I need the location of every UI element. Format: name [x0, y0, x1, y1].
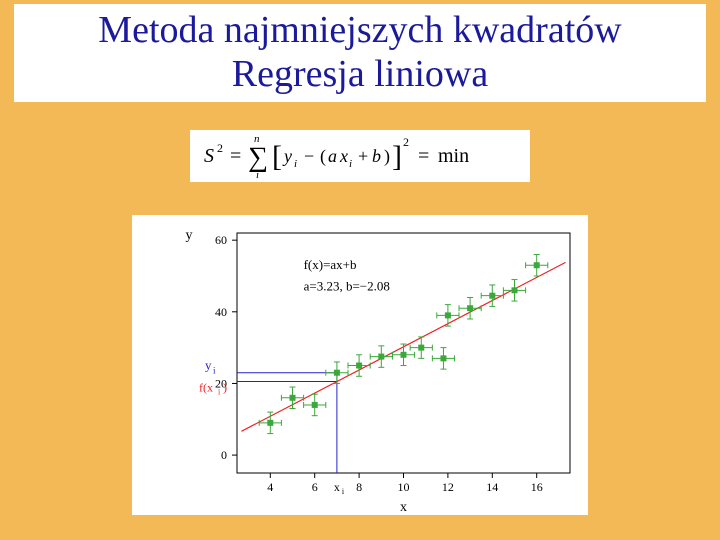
svg-text:f(x: f(x	[199, 381, 213, 395]
svg-text:y: y	[186, 228, 193, 243]
page-title: Metoda najmniejszych kwadratów Regresja …	[98, 9, 621, 96]
svg-text:i: i	[213, 366, 216, 376]
svg-text:x: x	[334, 480, 340, 494]
svg-text:12: 12	[442, 480, 454, 494]
svg-text:x: x	[400, 500, 407, 515]
svg-text:a=3.23, b=−2.08: a=3.23, b=−2.08	[304, 278, 390, 293]
f-x: x	[339, 146, 348, 166]
f-eq2: =	[418, 145, 429, 167]
f-eq1: =	[230, 145, 241, 167]
svg-text:y: y	[205, 358, 212, 373]
svg-text:8: 8	[356, 480, 362, 494]
f-lbr: [	[272, 140, 282, 173]
title-line1: Metoda najmniejszych kwadratów	[98, 9, 621, 51]
f-lp: (	[320, 146, 326, 167]
svg-text:14: 14	[486, 480, 498, 494]
svg-text:0: 0	[221, 448, 227, 462]
f-min: min	[438, 145, 469, 167]
regression-chart: 468101214160204060xyf(x)=ax+ba=3.23, b=−…	[132, 215, 588, 515]
f-a: a	[328, 146, 337, 166]
svg-text:4: 4	[267, 480, 273, 494]
formula-box: S 2 = ∑ n i [ y i − ( a x i + b ) ] 2 = …	[190, 130, 530, 182]
formula-svg: S 2 = ∑ n i [ y i − ( a x i + b ) ] 2 = …	[200, 132, 520, 180]
f-sq: 2	[403, 135, 409, 149]
f-rp: )	[384, 146, 390, 167]
f-plus: +	[358, 146, 368, 166]
f-sumtop: n	[254, 133, 260, 145]
f-sup: 2	[217, 141, 223, 155]
f-rbr: ]	[392, 140, 402, 173]
svg-text:10: 10	[398, 480, 410, 494]
f-y: y	[282, 146, 292, 166]
svg-text:40: 40	[215, 305, 227, 319]
svg-text:60: 60	[215, 233, 227, 247]
chart-box: 468101214160204060xyf(x)=ax+ba=3.23, b=−…	[132, 215, 588, 515]
f-minus: −	[304, 146, 314, 166]
svg-text:6: 6	[312, 480, 318, 494]
f-b: b	[372, 146, 381, 166]
f-xi: i	[349, 158, 352, 170]
title-line2: Regresja liniowa	[232, 53, 488, 95]
f-lhs: S	[204, 145, 214, 167]
title-box: Metoda najmniejszych kwadratów Regresja …	[14, 4, 706, 102]
svg-text:): )	[223, 381, 227, 395]
svg-text:i: i	[342, 487, 345, 496]
svg-text:f(x)=ax+b: f(x)=ax+b	[304, 257, 357, 272]
f-yi: i	[294, 158, 297, 170]
f-sumbot: i	[256, 169, 259, 180]
svg-text:16: 16	[531, 480, 543, 494]
